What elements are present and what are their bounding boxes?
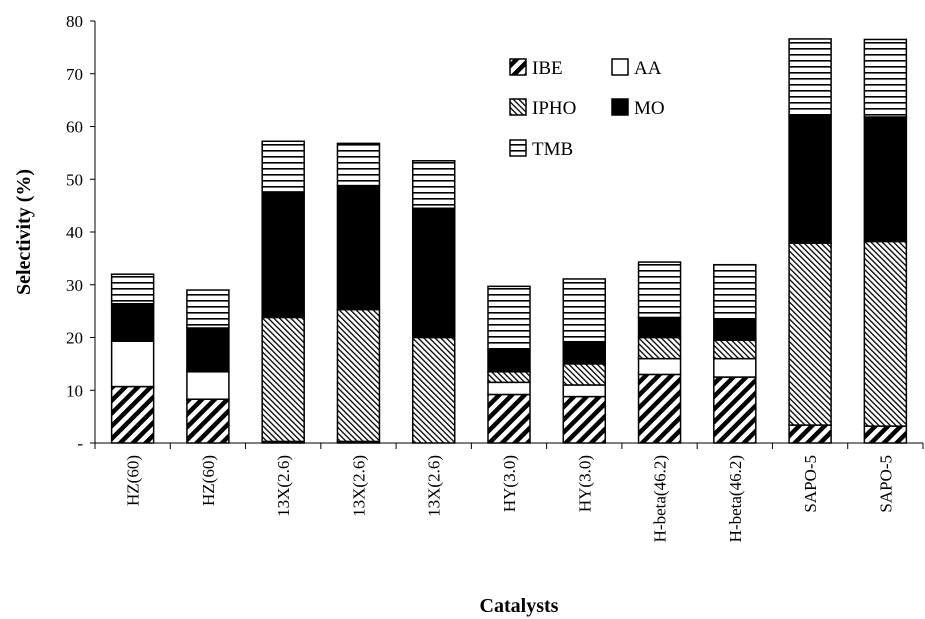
bar-stack (637, 261, 682, 444)
x-ticks (94, 443, 924, 449)
legend-label: IPHO (532, 98, 576, 119)
bar-stack (788, 38, 832, 444)
bar-segment-mo (562, 340, 607, 365)
bar-segment-aa (713, 357, 757, 378)
legend-swatch (509, 98, 527, 116)
bar-segment-aa (637, 357, 682, 376)
category-labels: HZ(60) HZ(60) 13X(2.6) 13X(2.6) 13X(2.6) HY(3… (124, 455, 896, 542)
bar-segment-mo (336, 184, 381, 311)
bar-segment-tmb (411, 160, 456, 210)
category-label: 13X(2.6) (274, 455, 293, 517)
legend-item-mo: MO (611, 98, 665, 119)
y-tick-label: 80 (66, 12, 83, 31)
bar-segment-tmb (788, 38, 832, 117)
x-axis-title: Catalysts (480, 595, 559, 617)
bar-segment-mo (487, 348, 531, 373)
y-axis-title: Selectivity (%) (13, 169, 35, 295)
bar-stack (336, 142, 381, 444)
bar-segment-ipho (713, 339, 757, 360)
legend-swatch (509, 58, 527, 76)
y-tick-label: 70 (66, 65, 83, 84)
bar-segment-ibe (186, 398, 230, 444)
y-tick-label: 10 (66, 381, 83, 400)
bar-stack (487, 285, 531, 444)
bar-segment-ibe (487, 393, 531, 444)
y-tick-label: 40 (66, 223, 83, 242)
bar-stack (411, 160, 456, 444)
bar-stack (261, 140, 305, 444)
bar-segment-ipho (863, 240, 908, 427)
category-label: 13X(2.6) (425, 455, 444, 517)
bar-segment-ibe (637, 373, 682, 444)
y-tick-label: 50 (66, 170, 83, 189)
bar-segment-tmb (562, 278, 607, 343)
bar-stack (110, 273, 155, 444)
bar-stack (863, 38, 908, 444)
category-label: HZ(60) (124, 455, 143, 506)
bars (110, 38, 908, 444)
bar-segment-tmb (336, 142, 381, 187)
bar-segment-aa (110, 340, 155, 388)
bar-segment-ipho (788, 242, 832, 426)
y-tick-label: 30 (66, 276, 83, 295)
legend-item-aa: AA (611, 58, 662, 79)
bar-segment-aa (562, 384, 607, 398)
y-tick-label: 20 (66, 329, 83, 348)
bar-segment-aa (487, 381, 531, 396)
bar-segment-tmb (487, 285, 531, 351)
legend-item-ipho: IPHO (509, 98, 576, 119)
bar-stack (186, 289, 230, 444)
legend-swatch (611, 58, 629, 76)
bar-segment-mo (261, 191, 305, 319)
bar-segment-mo (637, 316, 682, 339)
bar-segment-tmb (713, 263, 757, 320)
legend-item-ibe: IBE (509, 58, 563, 79)
bar-segment-tmb (186, 289, 230, 329)
bar-segment-tmb (637, 261, 682, 319)
legend-label: MO (634, 98, 665, 119)
bar-stack (562, 278, 607, 444)
bar-segment-ipho (637, 336, 682, 360)
category-label: SAPO-5 (801, 455, 820, 513)
category-label: HY(3.0) (500, 455, 519, 512)
legend: IBE AA IPHO MO TMB (509, 58, 665, 160)
bar-segment-mo (788, 115, 832, 244)
bar-segment-tmb (863, 38, 908, 118)
bar-segment-mo (411, 207, 456, 339)
bar-segment-ipho (336, 308, 381, 443)
category-label: HZ(60) (199, 455, 218, 506)
legend-label: AA (634, 58, 662, 79)
category-label: H-beta(46.2) (651, 455, 670, 542)
bar-segment-ibe (713, 376, 757, 444)
y-ticks: - 10 20 30 40 50 60 70 80 (66, 12, 95, 453)
y-tick-label: - (77, 434, 83, 453)
y-tick-label: 60 (66, 118, 83, 137)
bar-segment-mo (186, 327, 230, 373)
bar-segment-mo (110, 302, 155, 342)
legend-label: TMB (532, 139, 573, 160)
category-label: H-beta(46.2) (726, 455, 745, 542)
bar-segment-tmb (261, 140, 305, 193)
bar-segment-mo (713, 318, 757, 341)
bar-segment-ipho (261, 316, 305, 443)
bar-segment-ibe (788, 424, 832, 444)
bar-segment-ibe (863, 425, 908, 444)
bar-segment-ipho (487, 371, 531, 384)
bar-segment-ipho (411, 336, 456, 444)
category-label: SAPO-5 (876, 455, 895, 513)
bar-segment-ipho (562, 363, 607, 386)
category-label: 13X(2.6) (349, 455, 368, 517)
bar-segment-ibe (562, 395, 607, 444)
legend-label: IBE (532, 58, 563, 79)
bar-segment-aa (186, 371, 230, 400)
bar-stack (713, 263, 757, 444)
legend-item-tmb: TMB (509, 139, 573, 160)
bar-segment-mo (863, 116, 908, 243)
legend-swatch (509, 139, 527, 157)
bar-segment-tmb (110, 273, 155, 305)
category-label: HY(3.0) (575, 455, 594, 512)
bar-segment-ibe (110, 385, 155, 444)
legend-swatch (611, 98, 629, 116)
